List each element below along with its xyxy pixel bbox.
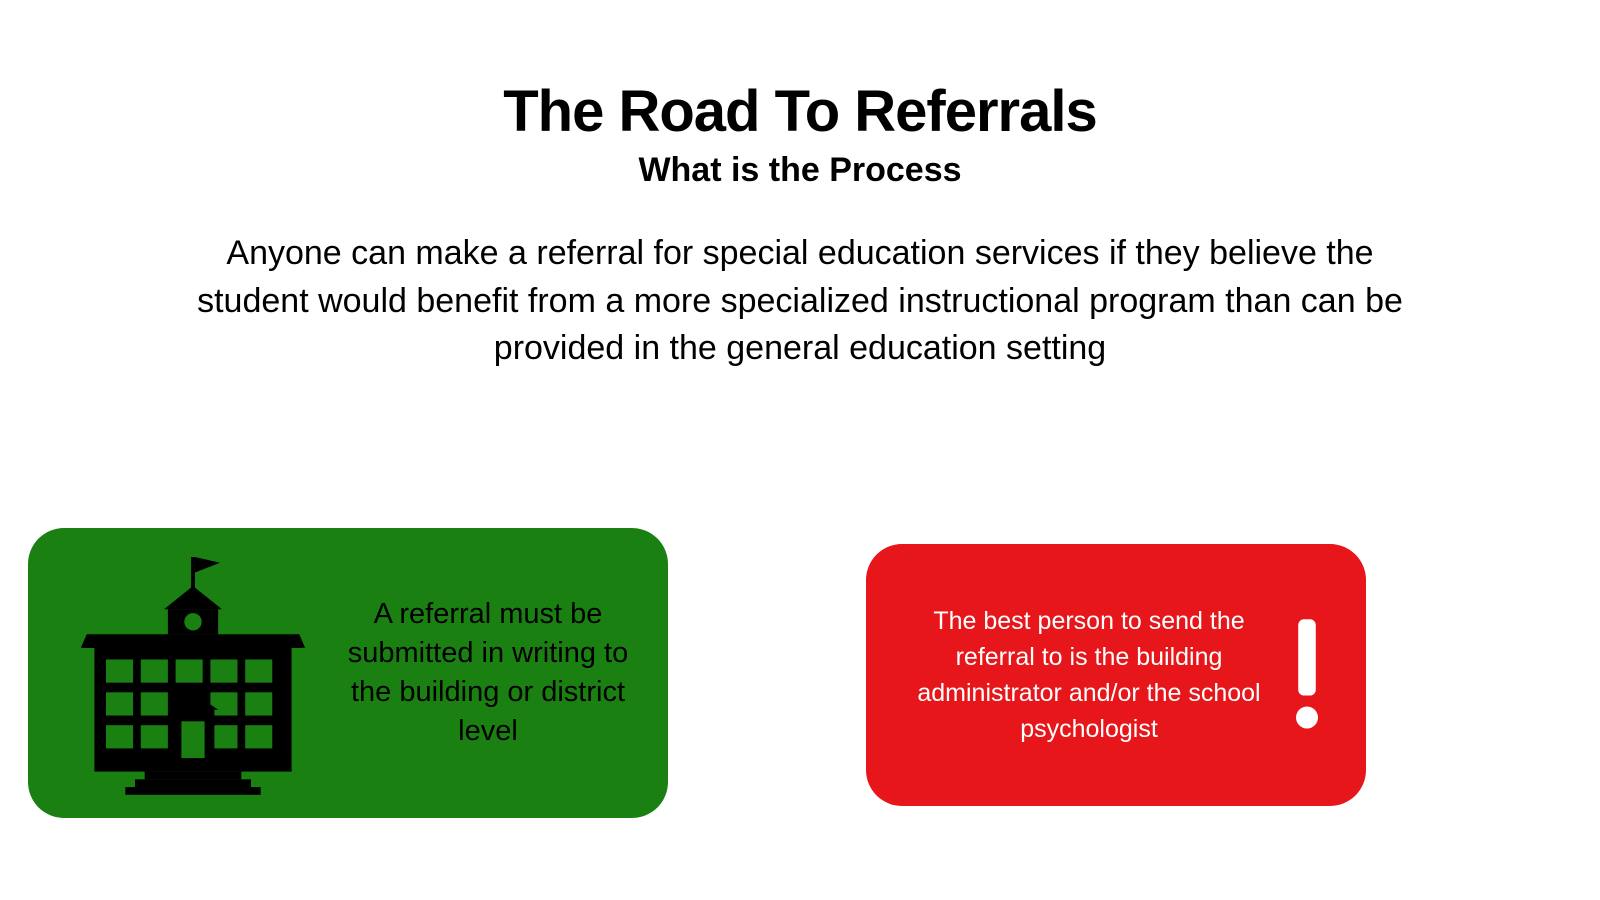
cards-row: A referral must be submitted in writing … bbox=[0, 528, 1600, 828]
red-card-text: The best person to send the referral to … bbox=[906, 603, 1272, 748]
green-card: A referral must be submitted in writing … bbox=[28, 528, 668, 818]
school-building-icon bbox=[48, 543, 338, 803]
green-card-text: A referral must be submitted in writing … bbox=[338, 595, 638, 752]
slide-subtitle: What is the Process bbox=[0, 151, 1600, 190]
red-card: The best person to send the referral to … bbox=[866, 544, 1366, 806]
exclamation-icon bbox=[1272, 605, 1342, 745]
slide-title: The Road To Referrals bbox=[0, 78, 1600, 145]
slide-body-text: Anyone can make a referral for special e… bbox=[190, 230, 1410, 373]
